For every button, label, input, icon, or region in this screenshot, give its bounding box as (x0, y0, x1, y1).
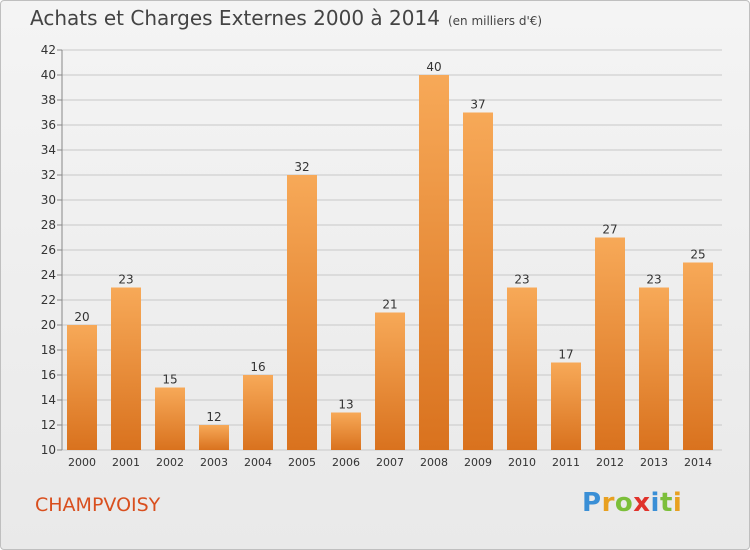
x-tick-label-2013: 2013 (640, 456, 668, 469)
data-label-2002: 15 (162, 373, 177, 387)
bar-2010 (507, 287, 537, 450)
data-label-2010: 23 (514, 273, 529, 287)
data-labels: 20 23 15 12 16 32 13 21 40 37 23 17 27 23 25 (74, 60, 705, 424)
y-tick-label: 22 (41, 293, 56, 307)
chart-subtitle: (en milliers d'€) (447, 14, 543, 28)
x-tick-label-2011: 2011 (552, 456, 580, 469)
y-tick-label: 38 (41, 93, 56, 107)
y-tick-label: 28 (41, 218, 56, 232)
data-label-2007: 21 (382, 298, 397, 312)
bar-2000 (67, 325, 97, 450)
x-tick-label-2006: 2006 (332, 456, 360, 469)
x-tick-label-2003: 2003 (200, 456, 228, 469)
chart-title-text: Achats et Charges Externes 2000 à 2014 (30, 6, 440, 30)
proxiti-logo: Proxiti (582, 488, 682, 518)
logo-letter: r (601, 488, 615, 518)
logo-letter: o (614, 488, 634, 518)
y-tick-label: 34 (41, 143, 56, 157)
y-tick-label: 10 (41, 443, 56, 457)
data-label-2006: 13 (338, 398, 353, 412)
y-tick-label: 36 (41, 118, 56, 132)
data-label-2013: 23 (646, 273, 661, 287)
bar-2013 (639, 287, 669, 450)
data-label-2014: 25 (690, 248, 705, 262)
y-tick-label: 24 (41, 268, 56, 282)
y-axis-ticks: 10 12 14 16 18 20 22 24 26 28 30 32 34 36 38 40 42 (41, 43, 63, 457)
x-tick-label-2001: 2001 (112, 456, 140, 469)
y-tick-label: 12 (41, 418, 56, 432)
logo-letter: x (633, 488, 651, 518)
logo-letter: P (582, 488, 602, 518)
y-tick-label: 32 (41, 168, 56, 182)
x-tick-label-2000: 2000 (68, 456, 96, 469)
y-tick-label: 16 (41, 368, 56, 382)
bar-2002 (155, 387, 185, 450)
x-tick-label-2004: 2004 (244, 456, 272, 469)
bar-2006 (331, 412, 361, 450)
data-label-2000: 20 (74, 310, 89, 324)
logo-letter: i (650, 488, 660, 518)
y-tick-label: 20 (41, 318, 56, 332)
chart-title: Achats et Charges Externes 2000 à 2014 (e… (30, 6, 542, 30)
bar-2014 (683, 262, 713, 450)
y-tick-label: 42 (41, 43, 56, 57)
data-label-2005: 32 (294, 160, 309, 174)
y-tick-label: 30 (41, 193, 56, 207)
data-label-2003: 12 (206, 410, 221, 424)
bar-2007 (375, 312, 405, 450)
data-label-2012: 27 (602, 223, 617, 237)
data-label-2001: 23 (118, 273, 133, 287)
bar-2012 (595, 237, 625, 450)
bar-2008 (419, 75, 449, 450)
data-label-2008: 40 (426, 60, 441, 74)
y-tick-label: 14 (41, 393, 56, 407)
x-tick-label-2007: 2007 (376, 456, 404, 469)
x-tick-label-2008: 2008 (420, 456, 448, 469)
bar-2003 (199, 425, 229, 450)
y-tick-label: 26 (41, 243, 56, 257)
y-tick-label: 40 (41, 68, 56, 82)
y-tick-label: 18 (41, 343, 56, 357)
bar-2001 (111, 287, 141, 450)
x-tick-label-2012: 2012 (596, 456, 624, 469)
x-tick-label-2005: 2005 (288, 456, 316, 469)
bar-2005 (287, 175, 317, 450)
data-label-2004: 16 (250, 360, 265, 374)
x-tick-label-2014: 2014 (684, 456, 712, 469)
x-axis-ticks: 2000 2001 2002 2003 2004 2005 2006 2007 2008 2009… (68, 456, 712, 469)
bars (67, 75, 713, 450)
data-label-2009: 37 (470, 98, 485, 112)
bar-2011 (551, 362, 581, 450)
bar-2009 (463, 112, 493, 450)
logo-letter: i (672, 488, 683, 518)
x-tick-label-2002: 2002 (156, 456, 184, 469)
commune-name: CHAMPVOISY (35, 494, 161, 516)
data-label-2011: 17 (558, 348, 573, 362)
logo-letter: t (659, 488, 673, 518)
x-tick-label-2009: 2009 (464, 456, 492, 469)
bar-2004 (243, 375, 273, 450)
x-tick-label-2010: 2010 (508, 456, 536, 469)
